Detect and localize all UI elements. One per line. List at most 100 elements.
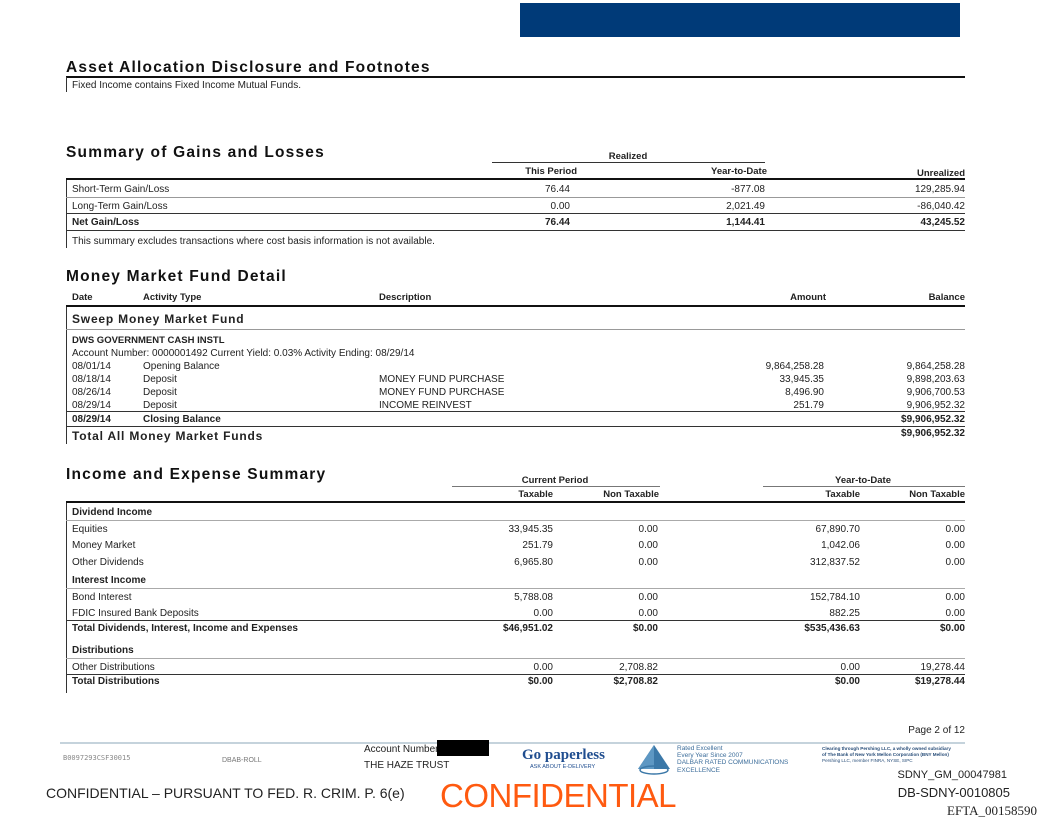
ytd-header: Year-to-Date [835,475,891,486]
divider [66,213,965,214]
cp-taxable: 5,788.08 [514,592,553,603]
asset-allocation-note: Fixed Income contains Fixed Income Mutua… [72,80,301,91]
activity: Deposit [143,374,177,385]
divider [66,77,67,92]
cp-non-taxable: $2,708.82 [613,676,659,687]
clearing-text: Clearing through Pershing LLC, a wholly … [822,746,951,764]
activity: Closing Balance [143,414,221,425]
date: 08/26/14 [72,387,111,398]
description: MONEY FUND PURCHASE [379,374,505,385]
divider [66,180,67,248]
confidential-notice: CONFIDENTIAL – PURSUANT TO FED. R. CRIM.… [46,785,405,801]
ytd-non-taxable: 19,278.44 [920,662,966,673]
amount: 8,496.90 [785,387,824,398]
distributions-header: Distributions [72,645,134,656]
divider [66,588,965,589]
ytd-taxable: 882.25 [829,608,860,619]
ytd-non-taxable: $19,278.44 [914,676,965,687]
cp-taxable: 6,965.80 [514,557,553,568]
redaction-box [437,740,489,756]
unrealized-header: Unrealized [916,168,965,179]
clearing-line: Pershing LLC, member FINRA, NYSE, SIPC [822,758,913,763]
this-period-value: 0.00 [550,201,570,212]
cp-non-taxable: $0.00 [632,623,658,634]
description: INCOME REINVEST [379,400,472,411]
ytd-taxable: 312,837.52 [809,557,860,568]
fund-name: DWS GOVERNMENT CASH INSTL [72,335,225,346]
interest-income-header: Interest Income [72,575,146,586]
dbab-label: DBAB-ROLL [222,757,262,764]
divider [66,178,965,180]
row-label: Long-Term Gain/Loss [72,201,168,212]
divider [66,76,965,78]
efta-number: EFTA_00158590 [947,803,1037,818]
dalbar-logo-icon [638,745,670,775]
divider [66,503,67,693]
ytd-non-taxable: 0.00 [945,524,965,535]
amount-header: Amount [790,292,826,303]
account-number-label: Account Number: [364,744,442,755]
date: 08/01/14 [72,361,111,372]
date: 08/18/14 [72,374,111,385]
activity-header: Activity Type [143,292,202,303]
unrealized-value: -86,040.42 [917,201,965,212]
cp-non-taxable: 0.00 [638,608,658,619]
cp-taxable: 251.79 [522,540,553,551]
cp-taxable: $0.00 [527,676,553,687]
balance: 9,898,203.63 [906,374,965,385]
row-label: Total Distributions [72,676,160,687]
ytd-non-taxable-header: Non Taxable [909,489,965,500]
divider [66,620,965,621]
divider [66,411,965,412]
balance: 9,906,700.53 [906,387,965,398]
cp-non-taxable: 0.00 [638,592,658,603]
unrealized-value: 43,245.52 [920,217,966,228]
divider [452,486,660,487]
row-label: FDIC Insured Bank Deposits [72,608,199,619]
total-label: Total All Money Market Funds [72,429,264,443]
ytd-non-taxable: $0.00 [939,623,965,634]
go-paperless-logo: Go paperless [522,747,605,763]
rated-line: Rated Excellent [677,745,723,752]
rated-line: Every Year Since 2007 [677,752,743,760]
ytd-value: -877.08 [731,184,765,195]
cp-taxable: 0.00 [533,662,553,673]
ytd-value: 1,144.41 [726,217,765,228]
cp-taxable: $46,951.02 [502,623,553,634]
header-bar [520,3,960,37]
divider [763,486,965,487]
divider [66,426,965,427]
balance: 9,906,952.32 [906,400,965,411]
row-label: Bond Interest [72,592,132,603]
date: 08/29/14 [72,414,111,425]
row-label: Other Distributions [72,662,155,673]
income-title: Income and Expense Summary [66,466,327,483]
this-period-header: This Period [525,166,577,177]
date-header: Date [72,292,93,303]
date: 08/29/14 [72,400,111,411]
amount: 33,945.35 [779,374,825,385]
ytd-taxable: $535,436.63 [804,623,860,634]
ytd-header: Year-to-Date [711,166,767,177]
clearing-line: of The Bank of New York Mellon Corporati… [822,752,949,757]
divider [66,307,67,444]
divider [66,305,965,307]
ytd-non-taxable: 0.00 [945,608,965,619]
ytd-taxable: 152,784.10 [809,592,860,603]
balance: $9,906,952.32 [901,414,965,425]
ytd-taxable: 67,890.70 [815,524,861,535]
divider [66,658,965,659]
balance-header: Balance [928,292,965,303]
row-label: Net Gain/Loss [72,217,140,228]
divider [66,520,965,521]
dividend-income-header: Dividend Income [72,507,153,518]
db-sdny-number: DB-SDNY-0010805 [897,785,1010,800]
description-header: Description [379,292,432,303]
gains-note: This summary excludes transactions where… [72,236,435,247]
ytd-non-taxable: 0.00 [945,592,965,603]
cp-non-taxable: 0.00 [638,540,658,551]
divider [66,674,965,675]
divider [66,501,965,503]
account-line: Account Number: 0000001492 Current Yield… [72,348,415,359]
description: MONEY FUND PURCHASE [379,387,505,398]
